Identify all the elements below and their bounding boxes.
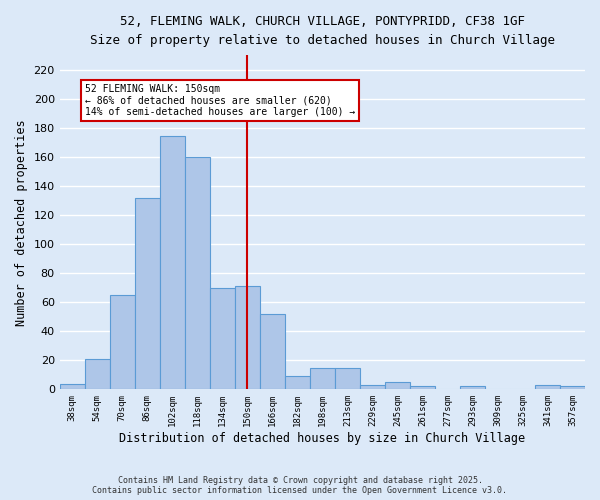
Bar bbox=[160, 136, 185, 390]
Title: 52, FLEMING WALK, CHURCH VILLAGE, PONTYPRIDD, CF38 1GF
Size of property relative: 52, FLEMING WALK, CHURCH VILLAGE, PONTYP… bbox=[90, 15, 555, 47]
X-axis label: Distribution of detached houses by size in Church Village: Distribution of detached houses by size … bbox=[119, 432, 526, 445]
Bar bbox=[410, 386, 435, 390]
Bar bbox=[85, 359, 110, 390]
Text: 52 FLEMING WALK: 150sqm
← 86% of detached houses are smaller (620)
14% of semi-d: 52 FLEMING WALK: 150sqm ← 86% of detache… bbox=[85, 84, 355, 117]
Bar bbox=[210, 288, 235, 390]
Bar bbox=[535, 385, 560, 390]
Bar bbox=[560, 386, 585, 390]
Bar bbox=[360, 385, 385, 390]
Text: Contains HM Land Registry data © Crown copyright and database right 2025.
Contai: Contains HM Land Registry data © Crown c… bbox=[92, 476, 508, 495]
Bar bbox=[260, 314, 285, 390]
Bar bbox=[135, 198, 160, 390]
Bar bbox=[385, 382, 410, 390]
Bar bbox=[310, 368, 335, 390]
Y-axis label: Number of detached properties: Number of detached properties bbox=[15, 119, 28, 326]
Bar bbox=[335, 368, 360, 390]
Bar bbox=[235, 286, 260, 390]
Bar bbox=[110, 295, 135, 390]
Bar bbox=[285, 376, 310, 390]
Bar bbox=[460, 386, 485, 390]
Bar bbox=[59, 384, 85, 390]
Bar bbox=[185, 157, 210, 390]
